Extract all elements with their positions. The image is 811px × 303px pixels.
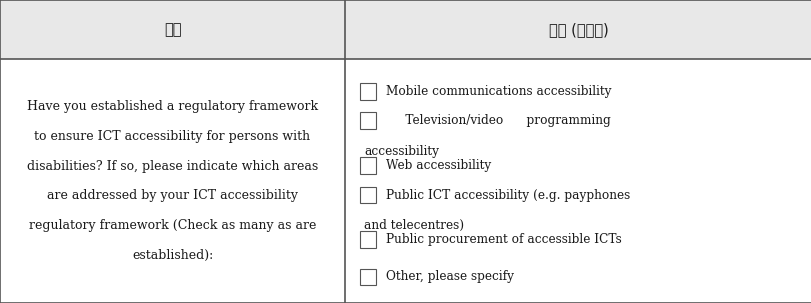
Text: Other, please specify: Other, please specify (385, 270, 513, 283)
Text: Public ICT accessibility (e.g. payphones: Public ICT accessibility (e.g. payphones (385, 188, 629, 201)
Text: to ensure ICT accessibility for persons with: to ensure ICT accessibility for persons … (34, 130, 311, 143)
Bar (359, 268, 375, 285)
Text: 답변 (선택식): 답변 (선택식) (548, 22, 607, 37)
Bar (359, 231, 375, 248)
Text: Mobile communications accessibility: Mobile communications accessibility (385, 85, 611, 98)
Bar (359, 187, 375, 203)
Bar (359, 112, 375, 129)
Text: 질문: 질문 (164, 22, 181, 37)
Bar (359, 157, 375, 174)
Bar (359, 83, 375, 100)
Text: Web accessibility: Web accessibility (385, 159, 491, 172)
Text: and telecentres): and telecentres) (363, 219, 464, 232)
Text: Television/video      programming: Television/video programming (385, 114, 610, 127)
Text: regulatory framework (Check as many as are: regulatory framework (Check as many as a… (29, 219, 315, 232)
Bar (0, 0, 345, 59)
Text: disabilities? If so, please indicate which areas: disabilities? If so, please indicate whi… (27, 160, 318, 173)
Text: Have you established a regulatory framework: Have you established a regulatory framew… (27, 100, 318, 113)
Text: are addressed by your ICT accessibility: are addressed by your ICT accessibility (47, 189, 298, 202)
Text: established):: established): (131, 249, 213, 262)
Text: Public procurement of accessible ICTs: Public procurement of accessible ICTs (385, 233, 620, 246)
Text: accessibility: accessibility (363, 145, 439, 158)
Bar (345, 0, 811, 59)
